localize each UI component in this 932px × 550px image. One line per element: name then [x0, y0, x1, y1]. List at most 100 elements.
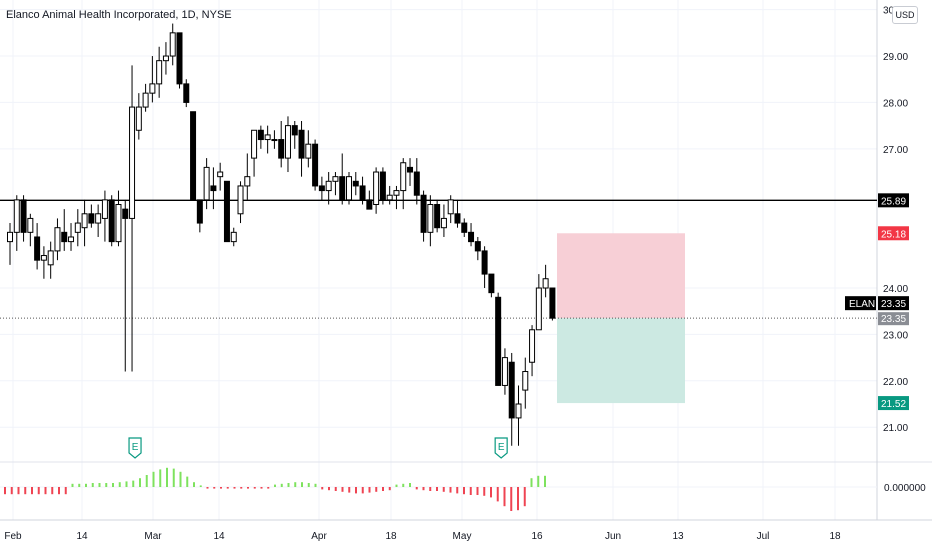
- candle-body: [223, 180, 230, 243]
- candle-body: [447, 199, 454, 215]
- candle-body: [54, 227, 61, 252]
- candle-body: [20, 199, 27, 233]
- candle-body: [474, 241, 481, 252]
- candle-body: [495, 296, 502, 386]
- candle-body: [454, 213, 461, 224]
- time-axis-label: May: [453, 531, 472, 542]
- candle-body: [420, 194, 427, 233]
- time-axis: Feb 14 Mar 14 Apr 18 May 16 Jun 13 Jul 18: [4, 531, 841, 542]
- candle-body: [400, 162, 407, 192]
- histogram-axis-label: 0.000000: [884, 483, 926, 494]
- chart-title: Elanco Animal Health Incorporated, 1D, N…: [6, 9, 232, 21]
- price-axis-label: 27.00: [883, 145, 908, 156]
- candle-body: [318, 185, 325, 192]
- candle-body: [156, 60, 163, 85]
- candle-body: [501, 357, 508, 386]
- current-price-tag: 23.35: [881, 299, 906, 310]
- candle-body: [183, 83, 190, 103]
- stop-loss-price-tag: 25.18: [881, 229, 906, 240]
- candle-body: [291, 125, 298, 136]
- time-axis-label: 18: [385, 531, 397, 542]
- candle-body: [68, 236, 75, 243]
- candle-body: [508, 361, 515, 419]
- stop-loss-price-tag-bg: [878, 226, 909, 241]
- candle-body: [325, 180, 332, 192]
- candles: [7, 23, 556, 446]
- time-axis-label: 14: [76, 531, 88, 542]
- candle-body: [481, 250, 488, 275]
- price-axis-label: 29.00: [883, 52, 908, 63]
- time-axis-label: Mar: [144, 531, 162, 542]
- level-price-tag-bg: [878, 193, 909, 208]
- candle-body: [461, 222, 468, 233]
- time-axis-label: 13: [672, 531, 684, 542]
- candle-body: [386, 194, 393, 201]
- candle-body: [40, 255, 47, 261]
- current-price-tag2-bg: [878, 312, 909, 326]
- candle-body: [149, 83, 156, 94]
- price-axis-label: 21.00: [883, 423, 908, 434]
- candle-body: [312, 143, 319, 187]
- time-axis-label: Jul: [757, 531, 770, 542]
- candle-body: [346, 176, 352, 201]
- candle-body: [359, 185, 366, 201]
- candle-body: [237, 185, 244, 215]
- level-price-tag: 25.89: [881, 196, 906, 207]
- take-profit-price-tag-bg: [878, 396, 909, 411]
- time-axis-label: Apr: [311, 531, 327, 542]
- candle-body: [196, 199, 203, 224]
- candle-body: [305, 143, 312, 159]
- candle-body: [332, 176, 339, 182]
- candle-body: [142, 92, 149, 108]
- candle-body: [74, 222, 81, 233]
- time-axis-label: 16: [531, 531, 543, 542]
- candle-body: [13, 199, 20, 233]
- currency-button[interactable]: USD: [892, 6, 918, 24]
- candle-body: [515, 403, 522, 419]
- candle-body: [115, 204, 122, 243]
- candle-body: [7, 231, 13, 243]
- candle-body: [27, 217, 34, 233]
- time-axis-label: 18: [829, 531, 841, 542]
- symbol-tag-bg: [845, 296, 876, 311]
- take-profit-price-tag: 21.52: [881, 399, 906, 410]
- candle-body: [251, 129, 258, 159]
- reward-zone: [557, 318, 685, 404]
- earnings-marker-shape: [128, 437, 142, 459]
- current-price-tag2: 23.35: [881, 314, 906, 325]
- candle-body: [522, 371, 529, 391]
- candle-body: [298, 129, 305, 159]
- risk-zone: [557, 233, 685, 319]
- price-axis-label: 22.00: [883, 377, 908, 388]
- time-axis-label: Feb: [4, 531, 22, 542]
- candle-body: [271, 139, 278, 142]
- candle-body: [264, 134, 271, 141]
- candle-body: [284, 125, 291, 159]
- candle-body: [122, 208, 129, 219]
- candle-body: [529, 329, 536, 363]
- candle-body: [366, 199, 373, 210]
- candle-body: [488, 273, 495, 294]
- earnings-marker-icon: E: [494, 437, 508, 459]
- candle-body: [427, 204, 434, 233]
- candle-body: [434, 204, 441, 229]
- earnings-marker-shape: [494, 437, 508, 459]
- candle-body: [549, 287, 556, 319]
- candle-body: [101, 199, 108, 219]
- candle-body: [81, 213, 88, 229]
- price-axis-label: 24.00: [883, 284, 908, 295]
- candle-body: [373, 171, 380, 206]
- candle-body: [129, 106, 136, 219]
- candle-body: [217, 171, 224, 178]
- candle-body: [278, 139, 285, 159]
- symbol-tag: ELAN: [849, 299, 875, 310]
- candle-body: [108, 199, 115, 243]
- candle-body: [135, 106, 142, 131]
- candle-body: [47, 250, 54, 266]
- candle-body: [352, 180, 359, 187]
- candle-body: [535, 287, 542, 331]
- candle-body: [162, 55, 169, 62]
- candle-body: [210, 185, 217, 192]
- current-price-tag-bg: [878, 296, 909, 311]
